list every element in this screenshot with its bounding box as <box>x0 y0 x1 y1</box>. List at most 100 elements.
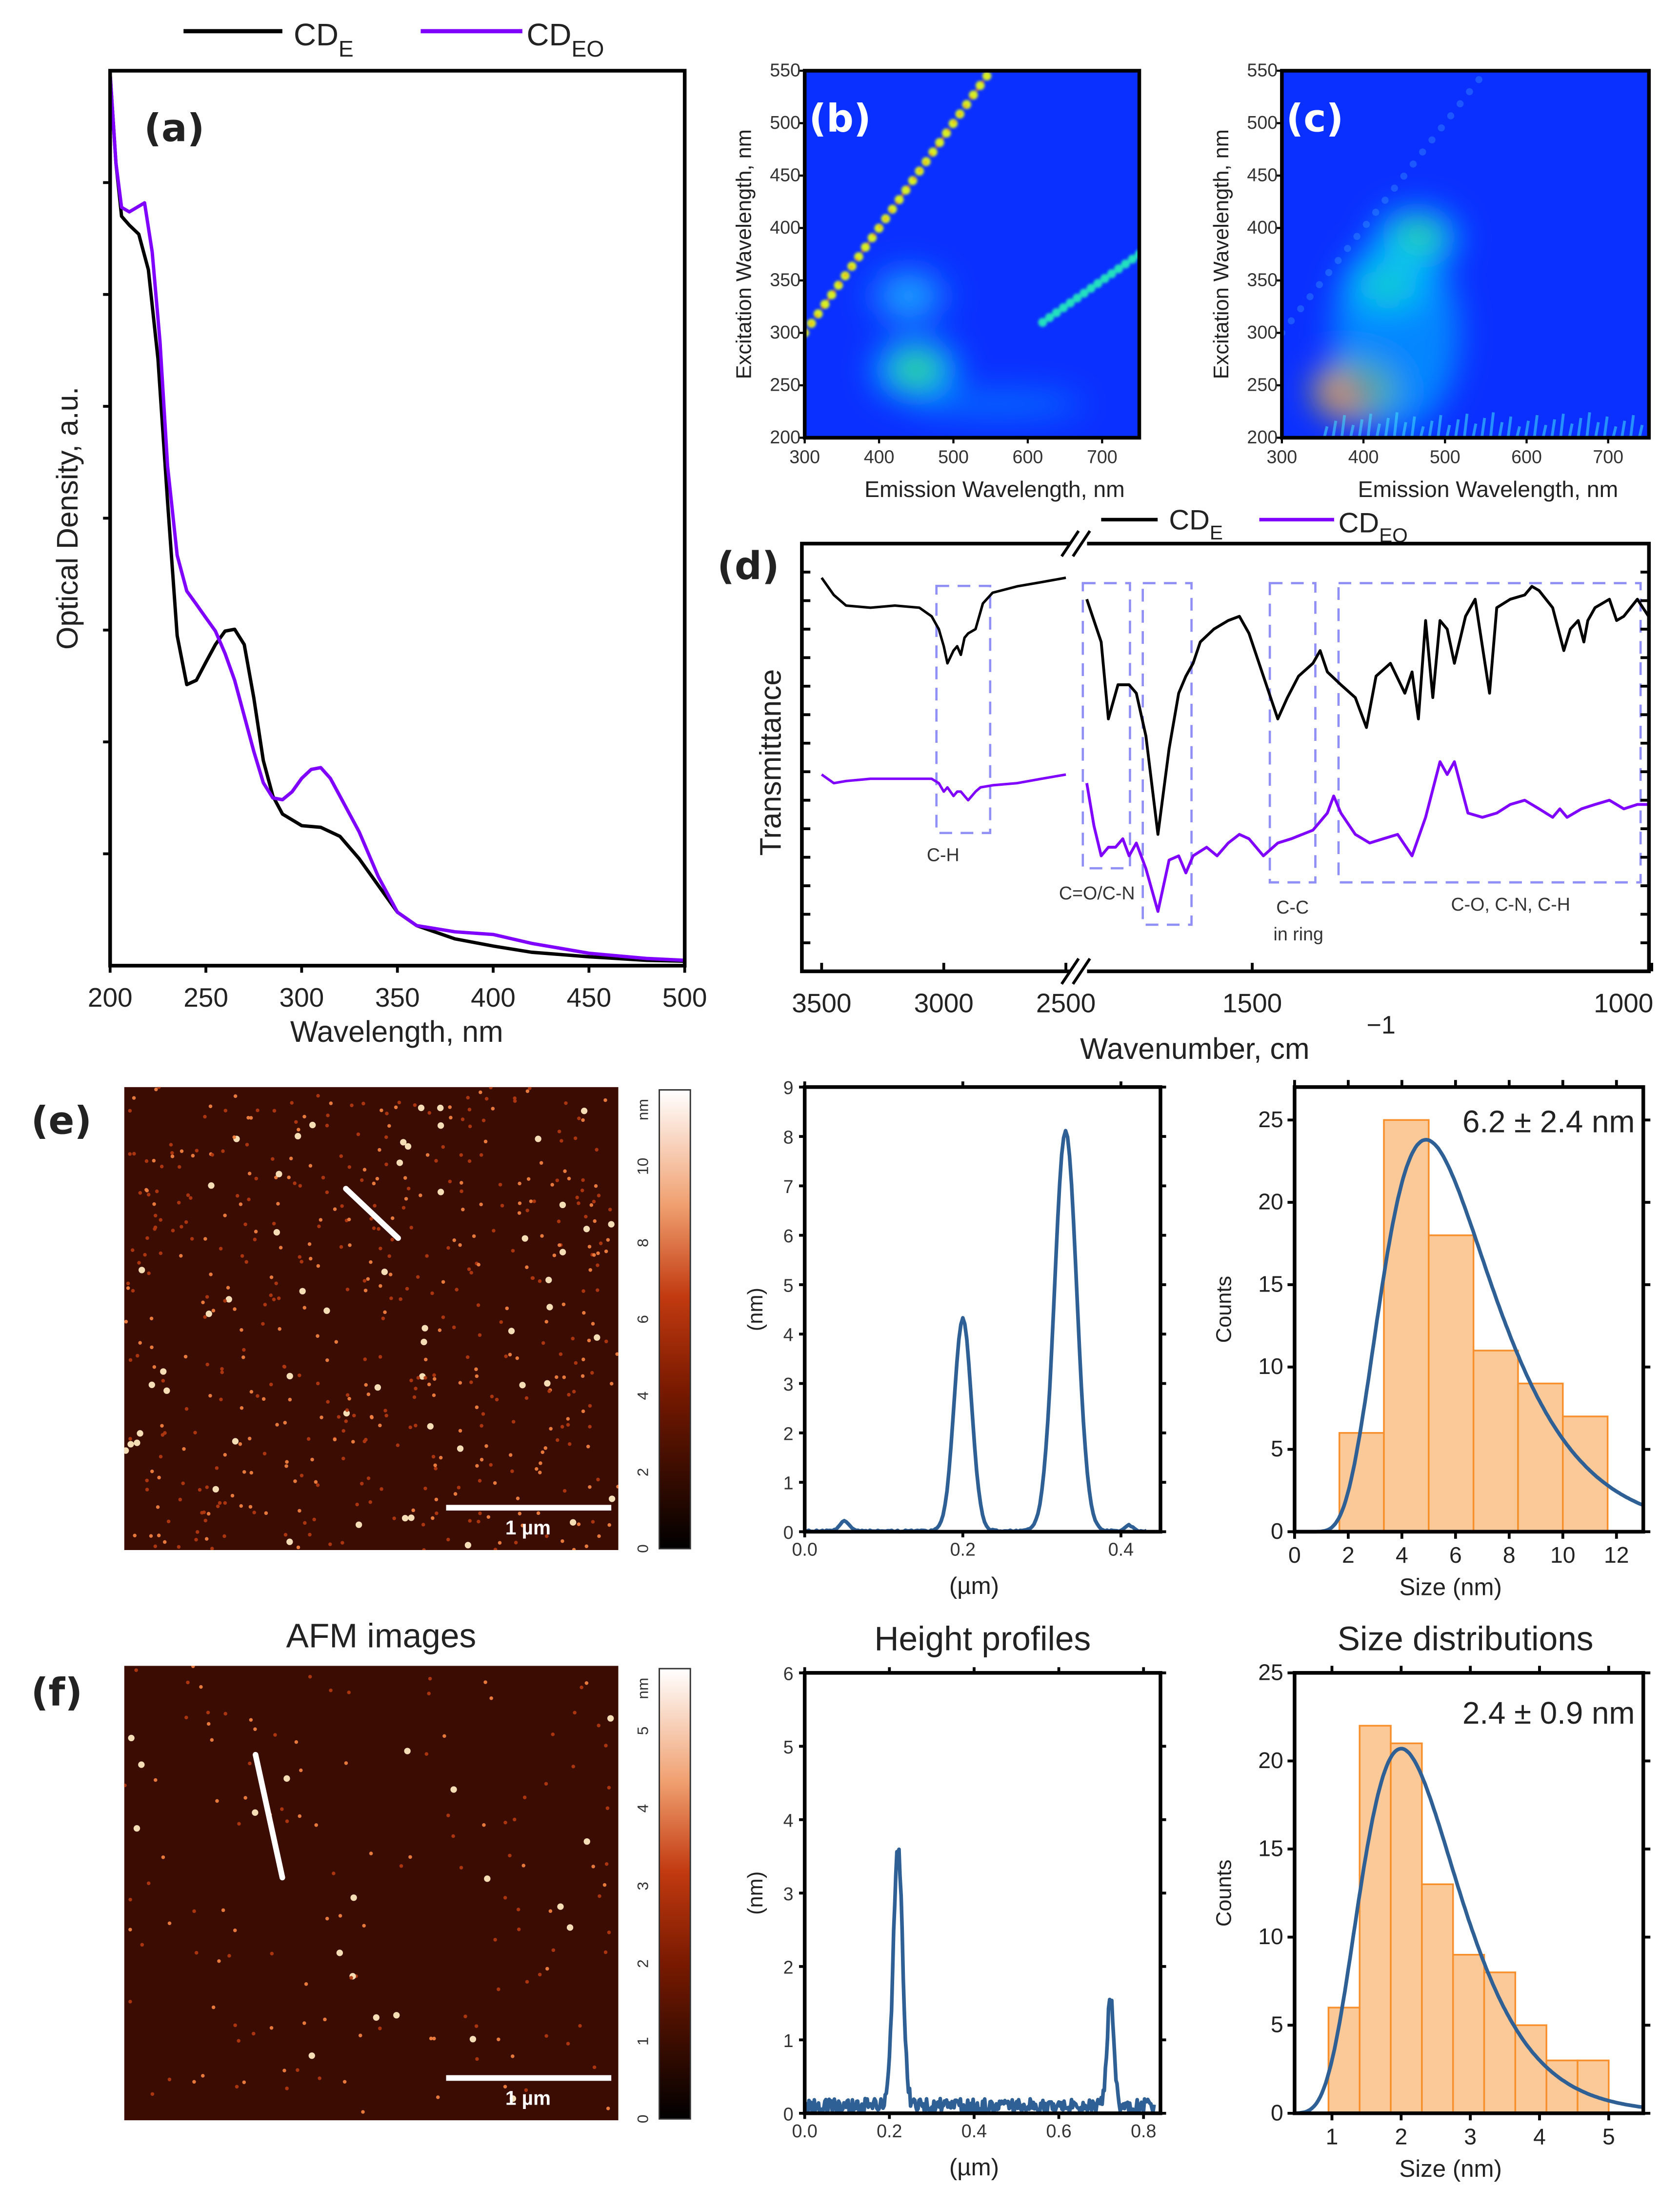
afm-particle <box>360 1178 364 1182</box>
y-tick-label: 3 <box>783 1374 794 1394</box>
afm-particle <box>580 1374 585 1378</box>
title-size-distributions: Size distributions <box>1338 1620 1594 1658</box>
afm-particle <box>223 1299 227 1303</box>
band-label: C-C <box>1276 897 1309 917</box>
heatmap-image <box>1281 71 1649 438</box>
y-tick-label: 25 <box>1258 1659 1283 1685</box>
plot-frame <box>800 541 1651 974</box>
afm-particle <box>425 1153 430 1157</box>
axis-break-mark <box>1072 530 1091 557</box>
y-tick-label: 3 <box>783 1884 794 1904</box>
afm-particle <box>521 1864 525 1868</box>
afm-particle <box>555 1375 559 1379</box>
afm-particle <box>149 1316 154 1321</box>
afm-particle <box>460 1117 465 1121</box>
afm-particle <box>278 1327 281 1331</box>
afm-particle <box>280 1807 284 1811</box>
afm-particle <box>378 1423 382 1428</box>
afm-particle <box>363 1289 368 1293</box>
afm-particle <box>201 1300 205 1305</box>
scatter-dot <box>1325 269 1333 277</box>
afm-particle <box>409 1378 413 1383</box>
afm-particle <box>478 1333 482 1337</box>
y-tick-label: 450 <box>1247 165 1278 185</box>
afm-particle <box>140 1943 144 1947</box>
afm-particle <box>535 1467 539 1471</box>
afm-particle <box>484 1097 489 1101</box>
afm-particle <box>368 1500 372 1504</box>
scatter-dot <box>1381 197 1389 204</box>
afm-particle <box>350 1894 357 1901</box>
x-tick-label: 700 <box>1087 447 1118 467</box>
afm-particle <box>209 1273 213 1276</box>
afm-particle <box>133 1825 140 1832</box>
afm-particle <box>309 1121 316 1129</box>
x-tick-label: 12 <box>1604 1542 1629 1568</box>
afm-particle <box>521 1235 528 1242</box>
afm-particle <box>186 1193 190 1197</box>
y-tick-label: 10 <box>1258 1924 1283 1949</box>
y-tick-label: 550 <box>1247 60 1278 80</box>
afm-particle <box>239 1202 243 1206</box>
afm-particle <box>484 1444 488 1448</box>
x-tick-label: 0.2 <box>877 2121 902 2141</box>
x-tick-label: 2 <box>1342 1542 1355 1568</box>
afm-particle <box>191 1154 195 1158</box>
afm-particle <box>323 1307 330 1314</box>
afm-particle <box>314 1480 318 1484</box>
colorbar-tick-label: 8 <box>634 1238 651 1247</box>
axis-break-mark <box>1072 957 1091 985</box>
colorbar-unit: nm <box>634 1099 651 1120</box>
afm-particle <box>217 1959 221 1963</box>
afm-particle <box>380 1487 383 1491</box>
afm-particle <box>423 1486 427 1491</box>
afm-particle <box>283 1532 288 1537</box>
afm-particle <box>544 2034 548 2038</box>
panel-label-e: (e) <box>31 1098 92 1143</box>
afm-particle <box>414 1423 418 1428</box>
afm-particle <box>421 1325 428 1332</box>
streak <box>1594 422 1600 438</box>
afm-particle <box>467 1267 471 1271</box>
y-axis-label: Excitation Wavelength, nm <box>733 129 756 379</box>
afm-particle <box>329 1101 333 1105</box>
x-tick-label: 0.4 <box>961 2121 987 2141</box>
afm-particle <box>145 1236 149 1240</box>
afm-particle <box>419 1194 422 1197</box>
streak <box>1349 424 1355 438</box>
afm-particle <box>225 1296 232 1303</box>
noise-streaks <box>1322 412 1649 438</box>
afm-particle <box>233 1094 238 1098</box>
afm-particle <box>263 1303 267 1307</box>
afm-particle <box>528 1087 532 1090</box>
afm-particle <box>480 1457 484 1462</box>
afm-particle <box>355 1521 362 1528</box>
afm-particle <box>392 1516 396 1520</box>
afm-particle <box>162 1540 167 1544</box>
afm-particle <box>272 1109 277 1113</box>
lognormal-fit-curve <box>1295 1137 1643 1534</box>
afm-particle <box>316 1483 320 1487</box>
afm-particle <box>138 1191 142 1195</box>
y-tick-label: 550 <box>770 60 800 80</box>
afm-particle <box>544 1320 548 1324</box>
afm-particle <box>584 1214 588 1219</box>
y-tick-label: 15 <box>1258 1835 1283 1861</box>
afm-particle <box>137 1430 143 1437</box>
afm-particle <box>310 1457 314 1462</box>
afm-particle <box>262 1452 267 1456</box>
afm-particles <box>124 1666 614 2114</box>
afm-particle <box>401 1206 406 1210</box>
histogram-bar <box>1472 1350 1519 1533</box>
afm-particle <box>380 1108 383 1113</box>
colorbar-tick-label: 3 <box>634 1882 651 1890</box>
afm-particle <box>283 1775 290 1782</box>
afm-particle <box>296 2068 300 2072</box>
y-tick-label: 10 <box>1258 1353 1283 1379</box>
afm-particle <box>603 1098 607 1102</box>
afm-particle <box>499 1320 503 1324</box>
y-tick-label: 6 <box>783 1226 794 1246</box>
afm-particle <box>316 1094 320 1098</box>
afm-particle <box>152 1158 156 1163</box>
x-tick-label: 2 <box>1395 2124 1407 2149</box>
